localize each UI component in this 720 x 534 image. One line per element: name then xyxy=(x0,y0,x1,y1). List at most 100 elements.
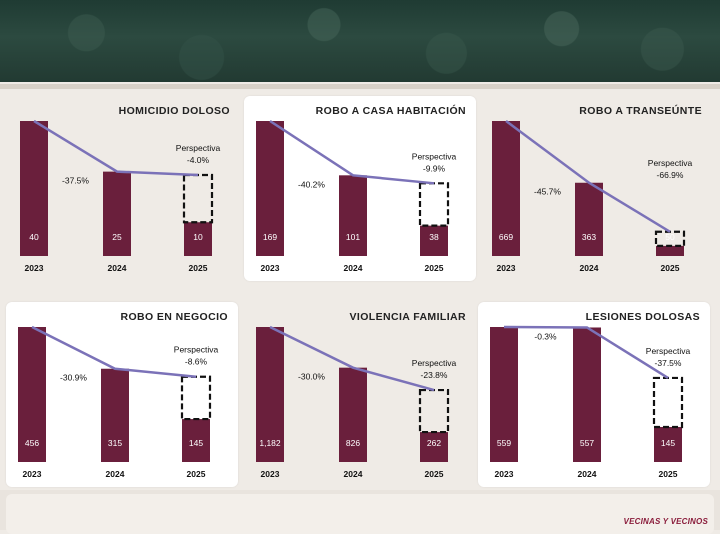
projection-box xyxy=(418,388,450,434)
bar-2024 xyxy=(573,327,601,462)
change-label-2023-2024: -0.3% xyxy=(534,331,557,341)
x-tick-label: 2024 xyxy=(578,469,597,479)
chart-svg: 1,182 2023 826 2024 262 2025 -30.0% Perspectiva… xyxy=(256,325,457,479)
bar-2023 xyxy=(20,121,48,256)
bar-value-label: 169 xyxy=(263,232,277,242)
change-label-2023-2024: -30.9% xyxy=(60,373,87,383)
bar-2025 xyxy=(420,225,448,256)
x-tick-label: 2023 xyxy=(23,469,42,479)
x-tick-label: 2025 xyxy=(187,469,206,479)
x-tick-label: 2025 xyxy=(661,263,680,273)
bar-value-label: 315 xyxy=(108,438,122,448)
perspective-change-value: -37.5% xyxy=(655,358,682,368)
perspective-change-value: -23.8% xyxy=(421,370,448,380)
bar-value-label: 38 xyxy=(429,232,439,242)
bar-2024 xyxy=(339,367,367,462)
bar-value-label: 40 xyxy=(29,232,39,242)
x-tick-label: 2023 xyxy=(495,469,514,479)
bar-2023 xyxy=(256,327,284,462)
bar-value-label: 826 xyxy=(346,438,360,448)
chart-panel-violencia-familiar: 1,182 2023 826 2024 262 2025 -30.0% Perspectiva… xyxy=(244,302,476,487)
bar-2023 xyxy=(256,121,284,256)
x-tick-label: 2024 xyxy=(108,263,127,273)
bar-value-label: 10 xyxy=(193,232,203,242)
bar-2023 xyxy=(18,327,46,462)
x-tick-label: 2023 xyxy=(497,263,516,273)
trend-line xyxy=(505,119,671,233)
bar-value-label: 25 xyxy=(112,232,122,242)
change-label-2023-2024: -45.7% xyxy=(534,187,561,197)
bar-value-label: 50 xyxy=(665,232,675,242)
bar-2025 xyxy=(184,222,212,256)
perspective-label: Perspectiva xyxy=(646,346,691,356)
bar-2025 xyxy=(656,245,684,256)
banner-photo-texture xyxy=(0,0,720,82)
chart-panel-lesiones-dolosas: 559 2023 557 2024 145 2025 -0.3% Perspectiva -37… xyxy=(478,302,710,487)
chart-panel-robo-transeunte: 669 2023 363 2024 50 2025 -45.7% Perspectiva -66… xyxy=(480,96,712,281)
perspective-change-value: -8.6% xyxy=(185,357,208,367)
perspective-change-value: -66.9% xyxy=(657,170,684,180)
projection-box xyxy=(418,182,450,227)
perspective-change-value: -9.9% xyxy=(423,163,446,173)
bar-2024 xyxy=(339,175,367,256)
chart-panel-robo-casa-habitacion: 169 2023 101 2024 38 2025 -40.2% Perspectiva -9.… xyxy=(244,96,476,281)
x-tick-label: 2024 xyxy=(580,263,599,273)
chart-svg: 559 2023 557 2024 145 2025 -0.3% Perspectiva -37… xyxy=(490,325,691,479)
chart-title: ROBO A TRANSEÚNTE xyxy=(579,105,702,117)
bar-2025 xyxy=(654,426,682,462)
chart-svg: 669 2023 363 2024 50 2025 -45.7% Perspectiva -66… xyxy=(492,119,693,273)
chart-title: VIOLENCIA FAMILIAR xyxy=(349,311,466,323)
chart-title: ROBO EN NEGOCIO xyxy=(120,311,228,323)
perspective-label: Perspectiva xyxy=(412,151,457,161)
perspective-label: Perspectiva xyxy=(176,143,221,153)
footer-logo: VECINAS Y VECINOS xyxy=(623,517,708,526)
trend-line xyxy=(503,325,669,380)
chart-svg: 169 2023 101 2024 38 2025 -40.2% Perspectiva -9.… xyxy=(256,119,457,273)
perspective-label: Perspectiva xyxy=(648,158,693,168)
trend-line xyxy=(269,325,435,392)
bar-2024 xyxy=(103,171,131,256)
bar-2024 xyxy=(101,368,129,462)
projection-box xyxy=(180,375,212,421)
change-label-2023-2024: -37.5% xyxy=(62,176,89,186)
projection-box xyxy=(182,173,214,224)
footer-box xyxy=(6,494,714,534)
trend-line xyxy=(269,119,435,185)
perspective-change-value: -4.0% xyxy=(187,155,210,165)
bar-value-label: 456 xyxy=(25,438,39,448)
x-tick-label: 2025 xyxy=(425,469,444,479)
perspective-label: Perspectiva xyxy=(174,345,219,355)
chart-panel-homicidio-doloso: 40 2023 25 2024 10 2025 -37.5% Perspectiva -4.0%… xyxy=(8,96,240,281)
header-banner-photo xyxy=(0,0,720,82)
chart-title: LESIONES DOLOSAS xyxy=(585,311,700,323)
bar-value-label: 145 xyxy=(661,438,675,448)
x-tick-label: 2024 xyxy=(344,263,363,273)
x-tick-label: 2023 xyxy=(25,263,44,273)
chart-title: HOMICIDIO DOLOSO xyxy=(118,105,230,117)
x-tick-label: 2025 xyxy=(189,263,208,273)
change-label-2023-2024: -40.2% xyxy=(298,179,325,189)
bar-2023 xyxy=(492,121,520,256)
x-tick-label: 2023 xyxy=(261,263,280,273)
x-tick-label: 2025 xyxy=(425,263,444,273)
chart-panel-robo-en-negocio: 456 2023 315 2024 145 2025 -30.9% Perspectiva -8… xyxy=(6,302,238,487)
bar-2023 xyxy=(490,327,518,462)
bar-value-label: 669 xyxy=(499,232,513,242)
bar-value-label: 363 xyxy=(582,232,596,242)
bar-value-label: 1,182 xyxy=(259,438,281,448)
bar-value-label: 559 xyxy=(497,438,511,448)
bar-2025 xyxy=(182,419,210,462)
bar-2025 xyxy=(420,432,448,462)
trend-line xyxy=(33,119,199,177)
bar-value-label: 262 xyxy=(427,438,441,448)
header-divider xyxy=(0,84,720,89)
x-tick-label: 2025 xyxy=(659,469,678,479)
x-tick-label: 2024 xyxy=(106,469,125,479)
trend-line xyxy=(31,325,197,378)
perspective-label: Perspectiva xyxy=(412,358,457,368)
x-tick-label: 2023 xyxy=(261,469,280,479)
x-tick-label: 2024 xyxy=(344,469,363,479)
bar-value-label: 145 xyxy=(189,438,203,448)
chart-title: ROBO A CASA HABITACIÓN xyxy=(315,105,466,117)
change-label-2023-2024: -30.0% xyxy=(298,372,325,382)
